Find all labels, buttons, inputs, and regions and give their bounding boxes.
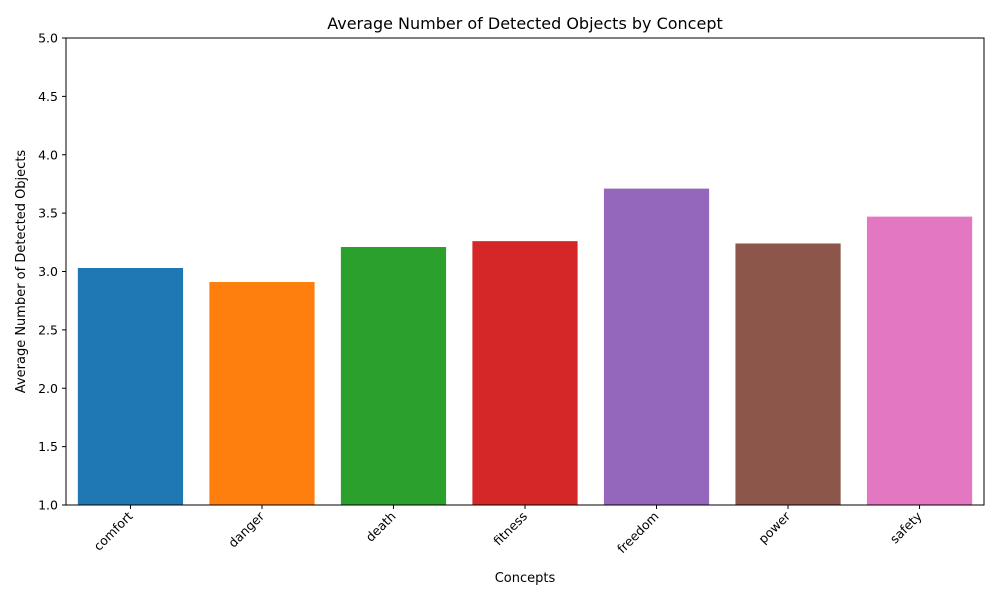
bar-comfort	[77, 267, 184, 505]
x-tick-label: death	[362, 509, 398, 545]
y-tick-label: 5.0	[38, 31, 58, 46]
x-tick-label: fitness	[490, 509, 530, 549]
y-tick-label: 1.5	[38, 439, 58, 454]
bar-safety	[866, 216, 973, 505]
bar-fitness	[472, 241, 578, 505]
chart-title: Average Number of Detected Objects by Co…	[327, 14, 723, 33]
y-tick-label: 3.5	[38, 206, 58, 221]
y-tick-label: 4.5	[38, 89, 58, 104]
bar-power	[735, 243, 841, 506]
bar-danger	[209, 282, 315, 505]
x-tick-label: safety	[887, 508, 925, 546]
x-tick-label: comfort	[90, 508, 135, 553]
x-tick-label: power	[755, 508, 794, 547]
x-axis: comfort danger death fitness freedom power saf…	[90, 505, 925, 556]
y-tick-label: 1.0	[38, 498, 58, 513]
y-tick-label: 4.0	[38, 147, 58, 162]
y-axis: 1.0 1.5 2.0 2.5 3.0 3.5 4.0 4.5 5.0	[38, 31, 66, 513]
y-tick-label: 2.0	[38, 381, 58, 396]
x-tick-label: danger	[225, 508, 268, 551]
bars-group	[77, 188, 973, 506]
plot-frame	[65, 37, 985, 506]
y-axis-label: Average Number of Detected Objects	[14, 150, 29, 394]
y-tick-label: 3.0	[38, 264, 58, 279]
x-tick-label: freedom	[614, 509, 662, 557]
x-axis-label: Concepts	[495, 571, 556, 586]
bar-death	[340, 246, 447, 506]
y-tick-label: 2.5	[38, 322, 58, 337]
bar-freedom	[603, 188, 710, 506]
